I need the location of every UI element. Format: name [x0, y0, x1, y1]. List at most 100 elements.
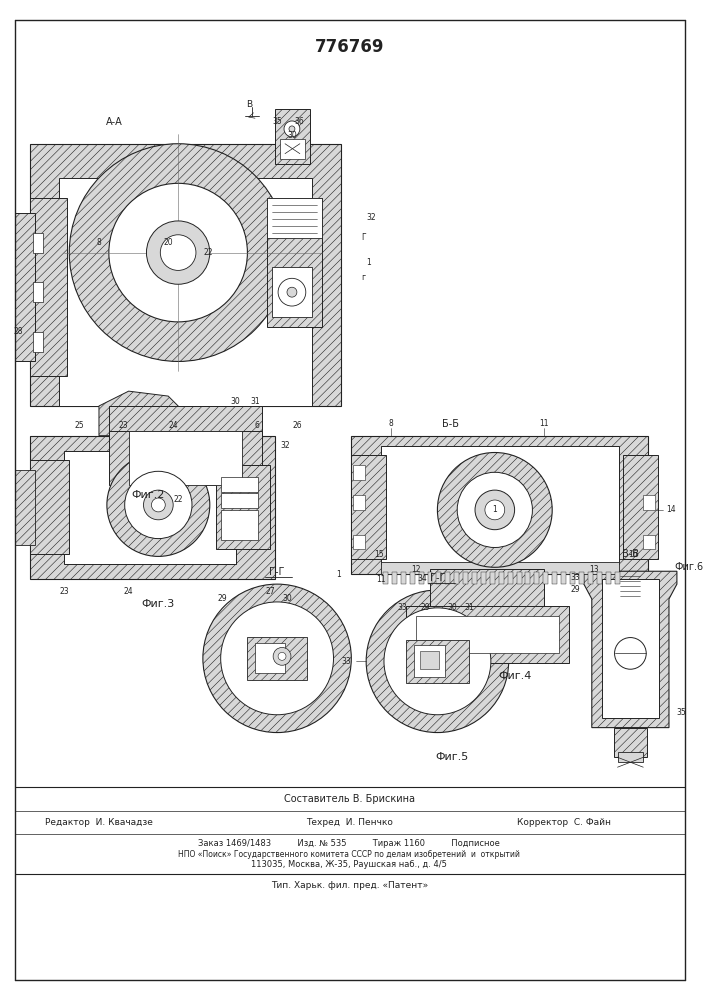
- Polygon shape: [597, 572, 602, 584]
- Text: 29: 29: [571, 585, 580, 594]
- Text: 32: 32: [366, 213, 376, 222]
- Polygon shape: [59, 178, 312, 406]
- Polygon shape: [472, 572, 477, 584]
- Circle shape: [278, 278, 306, 306]
- Text: 25: 25: [74, 421, 84, 430]
- Polygon shape: [354, 535, 366, 549]
- Text: А-А: А-А: [105, 117, 122, 127]
- Polygon shape: [570, 572, 575, 584]
- Polygon shape: [99, 391, 203, 436]
- Text: 28: 28: [13, 327, 23, 336]
- Polygon shape: [481, 572, 486, 584]
- Polygon shape: [490, 572, 495, 584]
- Polygon shape: [614, 572, 619, 584]
- Polygon shape: [543, 572, 548, 584]
- Polygon shape: [401, 572, 406, 584]
- Text: Техред  И. Пенчко: Техред И. Пенчко: [306, 818, 393, 827]
- Text: 30: 30: [287, 131, 297, 140]
- Polygon shape: [534, 572, 539, 584]
- Circle shape: [107, 453, 210, 556]
- Text: 22: 22: [203, 248, 213, 257]
- Text: 24: 24: [124, 587, 134, 596]
- Polygon shape: [354, 465, 366, 480]
- Text: 31: 31: [464, 603, 474, 612]
- Text: 23: 23: [59, 587, 69, 596]
- Circle shape: [151, 498, 165, 512]
- Polygon shape: [508, 572, 513, 584]
- Text: 22: 22: [173, 495, 183, 504]
- Polygon shape: [409, 572, 414, 584]
- Polygon shape: [109, 406, 262, 436]
- Text: Фиг.6: Фиг.6: [674, 562, 703, 572]
- Polygon shape: [354, 495, 366, 510]
- Circle shape: [287, 287, 297, 297]
- Circle shape: [109, 183, 247, 322]
- Polygon shape: [624, 455, 658, 559]
- Circle shape: [289, 126, 295, 132]
- Circle shape: [221, 602, 334, 715]
- Text: Г-Г: Г-Г: [430, 573, 445, 583]
- Polygon shape: [351, 455, 386, 559]
- Polygon shape: [30, 198, 67, 376]
- Polygon shape: [381, 562, 619, 574]
- Text: 34: 34: [418, 574, 428, 583]
- Text: 33: 33: [341, 657, 351, 666]
- Polygon shape: [267, 198, 322, 327]
- Polygon shape: [272, 267, 312, 317]
- Text: 30: 30: [282, 594, 292, 603]
- Text: Фиг.5: Фиг.5: [436, 752, 469, 762]
- Text: 113035, Москва, Ж-35, Раушская наб., д. 4/5: 113035, Москва, Ж-35, Раушская наб., д. …: [252, 860, 448, 869]
- Text: 30: 30: [230, 397, 240, 406]
- Polygon shape: [33, 332, 42, 352]
- Text: 24: 24: [168, 421, 178, 430]
- Polygon shape: [454, 572, 459, 584]
- Text: 33: 33: [398, 603, 408, 612]
- Text: 35: 35: [272, 117, 282, 126]
- Circle shape: [278, 652, 286, 660]
- Circle shape: [69, 144, 287, 361]
- Polygon shape: [436, 572, 441, 584]
- Text: 27: 27: [265, 587, 275, 596]
- Text: 6: 6: [255, 421, 259, 430]
- Text: 29: 29: [421, 603, 431, 612]
- Polygon shape: [221, 493, 258, 508]
- Text: 16: 16: [629, 550, 638, 559]
- Polygon shape: [561, 572, 566, 584]
- Polygon shape: [606, 572, 611, 584]
- Text: Тип. Харьк. фил. пред. «Патент»: Тип. Харьк. фил. пред. «Патент»: [271, 881, 428, 890]
- Circle shape: [144, 490, 173, 520]
- Polygon shape: [267, 198, 322, 238]
- Polygon shape: [381, 446, 619, 564]
- Text: Фиг.3: Фиг.3: [141, 599, 175, 609]
- Polygon shape: [33, 233, 42, 253]
- Text: 33: 33: [570, 573, 580, 582]
- Circle shape: [160, 235, 196, 270]
- Polygon shape: [33, 282, 42, 302]
- Polygon shape: [614, 728, 647, 757]
- Text: 8: 8: [97, 238, 101, 247]
- Text: 14: 14: [666, 505, 676, 514]
- Text: 36: 36: [294, 117, 304, 126]
- Text: 29: 29: [218, 594, 228, 603]
- Circle shape: [284, 121, 300, 137]
- Text: 12: 12: [411, 565, 421, 574]
- Polygon shape: [275, 109, 310, 164]
- Polygon shape: [15, 470, 35, 545]
- Polygon shape: [428, 572, 433, 584]
- Text: Фиг.2: Фиг.2: [132, 490, 165, 500]
- Polygon shape: [406, 606, 569, 663]
- Polygon shape: [525, 572, 530, 584]
- Circle shape: [366, 590, 508, 733]
- Text: В-В: В-В: [622, 549, 639, 559]
- Polygon shape: [30, 144, 341, 406]
- Text: 11: 11: [539, 419, 549, 428]
- Text: 11: 11: [376, 575, 386, 584]
- Polygon shape: [406, 640, 469, 683]
- Text: 35: 35: [677, 708, 686, 717]
- Text: 1: 1: [366, 258, 371, 267]
- Polygon shape: [584, 571, 677, 728]
- Text: 26: 26: [292, 421, 302, 430]
- Text: НПО «Поиск» Государственного комитета СССР по делам изобретений  и  открытий: НПО «Поиск» Государственного комитета СС…: [178, 850, 520, 859]
- Polygon shape: [109, 431, 262, 485]
- Text: Фиг.4: Фиг.4: [498, 671, 531, 681]
